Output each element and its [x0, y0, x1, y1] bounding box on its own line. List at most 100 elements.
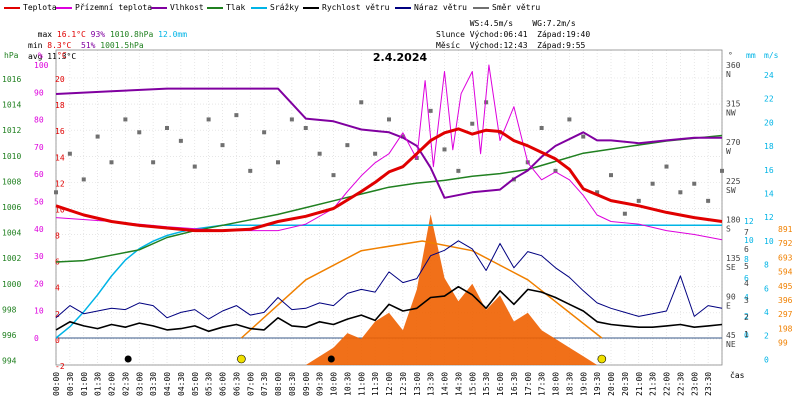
x-tick-label: 03:00	[135, 372, 144, 396]
tick-label-pct: 60	[34, 170, 44, 179]
axis-label-ms: m/s	[764, 51, 779, 60]
sunset-marker	[597, 354, 607, 364]
wind-direction-point	[664, 164, 669, 169]
legend-item: Teplota	[4, 3, 57, 12]
tick-label-hpa: 1000	[2, 280, 21, 289]
wind-direction-point	[262, 130, 267, 135]
sun-label: Slunce	[436, 30, 465, 39]
x-tick-label: 05:30	[205, 372, 214, 396]
axis-label-mm: mm	[746, 51, 756, 60]
legend-item: Rychlost větru	[303, 3, 389, 12]
tick-label-hpa: 1012	[2, 126, 21, 135]
x-tick-label: 19:30	[593, 372, 602, 396]
x-tick-label: 00:30	[66, 372, 75, 396]
moon-label: Měsíc	[436, 41, 461, 50]
wind-direction-point	[192, 164, 197, 169]
tick-label-ms-small: 4	[744, 279, 749, 288]
tick-label-celsius: 18	[55, 101, 65, 110]
moonset-info: Západ:9:55	[537, 41, 586, 50]
stat-min-hum: 51%	[81, 41, 96, 50]
tick-label-mm: 8	[744, 255, 749, 264]
tick-label-mm: 12	[744, 217, 754, 226]
legend-swatch	[151, 6, 167, 9]
x-tick-label: 08:30	[288, 372, 297, 396]
x-tick-label: 09:00	[302, 372, 311, 396]
axis-label-celsius: °C	[57, 51, 67, 60]
tick-label-ms: 4	[764, 308, 769, 317]
tick-label-mm: 6	[744, 274, 749, 283]
tick-label-pct: 70	[34, 143, 44, 152]
wind-gust-line	[55, 240, 723, 320]
tick-label-hpa: 996	[2, 331, 17, 340]
wind-gust-info: WG:7.2m/s	[532, 19, 576, 28]
x-tick-label: 04:00	[163, 372, 172, 396]
x-tick-label: 21:00	[635, 372, 644, 396]
tick-label-celsius: 20	[55, 75, 65, 84]
chart-title: 2.4.2024	[373, 51, 428, 64]
tick-label-pct: 80	[34, 116, 44, 125]
wind-direction-point	[567, 117, 572, 122]
wind-direction-point	[595, 190, 600, 195]
tick-label-hpa: 1010	[2, 152, 21, 161]
wind-direction-point	[373, 151, 378, 156]
wind-speed-line	[55, 285, 723, 333]
wind-direction-point	[178, 138, 183, 143]
wind-direction-point	[345, 143, 350, 148]
wind-direction-point	[636, 198, 641, 203]
tick-label-compass: NE	[726, 340, 736, 349]
wind-direction-point	[456, 168, 461, 173]
legend-swatch	[207, 6, 223, 9]
tick-label-hpa: 1016	[2, 75, 21, 84]
x-tick-label: 13:30	[427, 372, 436, 396]
tick-label-hpa: 1002	[2, 254, 21, 263]
wind-direction-point	[609, 173, 613, 178]
x-tick-label: 15:30	[482, 372, 491, 396]
stat-avg-temp: 11.3°C	[47, 52, 77, 61]
legend-swatch	[473, 6, 489, 9]
x-tick-label: 13:00	[413, 372, 422, 396]
solar-area	[305, 214, 598, 365]
legend-label: Teplota	[23, 3, 57, 12]
tick-label-compass: SE	[726, 263, 736, 272]
wind-direction-point	[248, 168, 253, 173]
stat-avg-label: avg	[28, 52, 43, 61]
x-tick-label: 11:30	[371, 372, 380, 396]
wind-direction-point	[95, 134, 100, 139]
tick-label-wm2: 396	[778, 296, 793, 305]
legend-label: Přízemní teplota	[75, 3, 153, 12]
tick-label-celsius: 4	[55, 284, 60, 293]
tick-label-wm2: 594	[778, 268, 793, 277]
x-tick-label: 05:00	[191, 372, 200, 396]
axis-label-hpa: hPa	[4, 51, 19, 60]
tick-label-compass: S	[726, 224, 731, 233]
tick-label-degrees: 90	[726, 293, 736, 302]
wind-direction-point	[137, 130, 142, 135]
tick-label-hpa: 1008	[2, 177, 21, 186]
rain-line	[55, 224, 722, 339]
x-tick-label: 03:30	[149, 372, 158, 396]
x-tick-label: 02:00	[108, 372, 117, 396]
wind-direction-point	[331, 173, 336, 178]
x-tick-label: 21:30	[649, 372, 658, 396]
sun-path-line	[240, 240, 603, 339]
tick-label-degrees: 270	[726, 138, 741, 147]
tick-label-wm2: 495	[778, 282, 793, 291]
wind-direction-point	[206, 117, 211, 122]
legend-swatch	[395, 6, 411, 9]
wind-sun-info: WS:4.5m/s WG:7.2m/s Slunce Východ:06:41 …	[436, 18, 590, 51]
wind-direction-point	[428, 108, 433, 113]
tick-label-hpa: 1004	[2, 229, 21, 238]
sunrise-marker	[237, 354, 246, 364]
tick-label-ms: 2	[764, 332, 769, 341]
tick-label-compass: W	[726, 147, 731, 156]
tick-label-hpa: 1014	[2, 101, 21, 110]
tick-label-pct: 90	[34, 88, 44, 97]
wind-direction-point	[553, 168, 558, 173]
tick-label-celsius: 8	[55, 232, 60, 241]
tick-label-pct: 40	[34, 225, 44, 234]
tick-label-celsius: 14	[55, 153, 65, 162]
sunset-info: Západ:19:40	[537, 30, 591, 39]
legend-item: Náraz větru	[395, 3, 467, 12]
wind-direction-point	[539, 126, 544, 130]
stat-min-press: 1001.5hPa	[100, 41, 144, 50]
